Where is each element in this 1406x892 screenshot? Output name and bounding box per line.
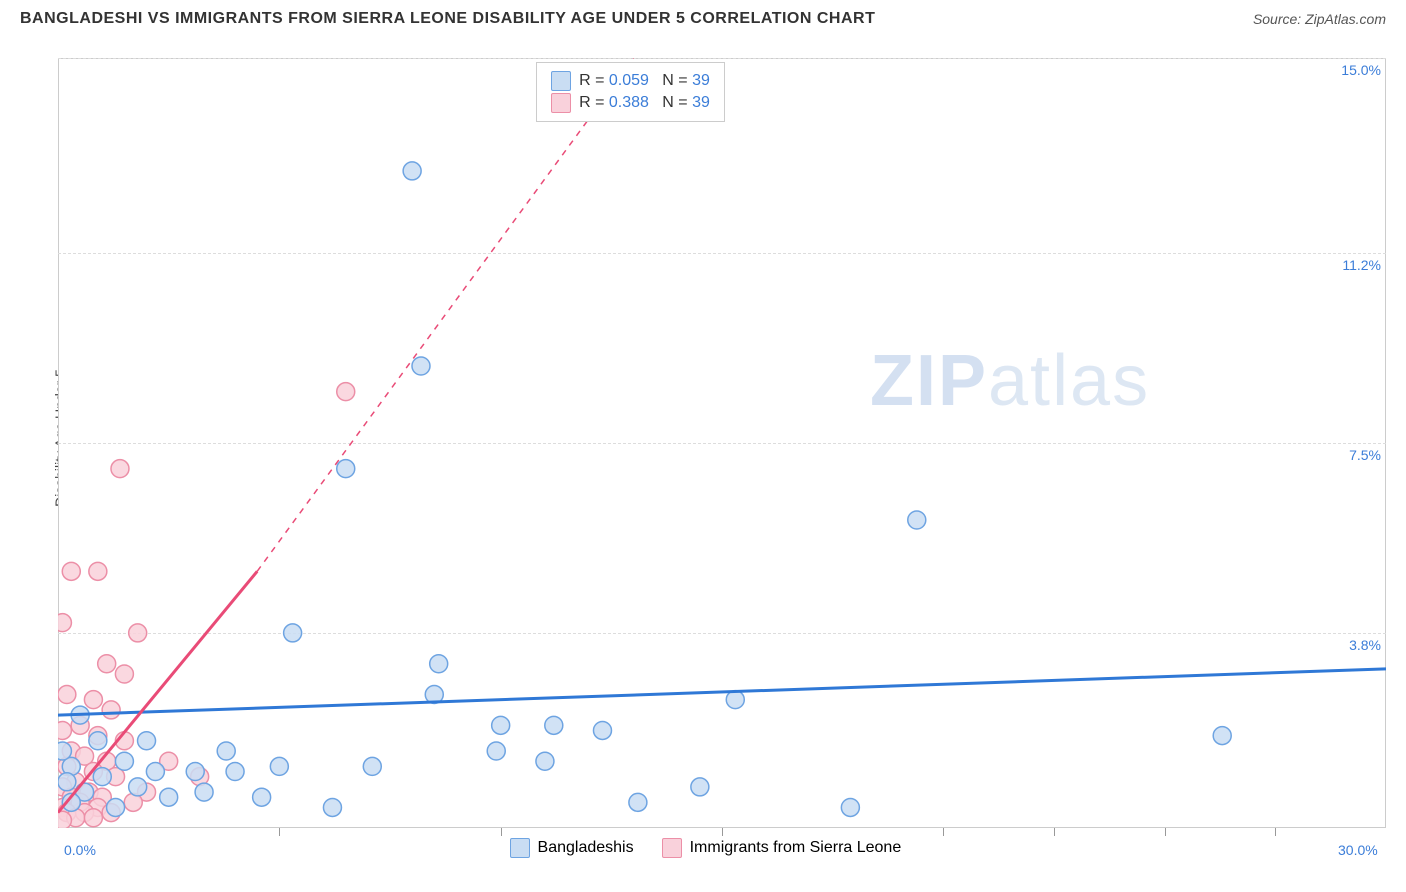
scatter-point xyxy=(487,742,505,760)
scatter-point xyxy=(115,665,133,683)
scatter-point xyxy=(226,763,244,781)
stats-text: R = 0.388 N = 39 xyxy=(579,94,710,112)
x-tick-label: 30.0% xyxy=(1338,842,1378,858)
x-minor-tick xyxy=(1054,828,1055,836)
scatter-point xyxy=(337,383,355,401)
scatter-point xyxy=(284,624,302,642)
scatter-point xyxy=(102,701,120,719)
scatter-point xyxy=(115,752,133,770)
legend-swatch xyxy=(551,71,571,91)
stats-row: R = 0.388 N = 39 xyxy=(551,93,710,113)
scatter-point xyxy=(53,742,71,760)
x-minor-tick xyxy=(1165,828,1166,836)
correlation-stats-box: R = 0.059 N = 39 R = 0.388 N = 39 xyxy=(536,62,725,122)
trend-line xyxy=(58,669,1386,715)
scatter-point xyxy=(629,793,647,811)
scatter-point xyxy=(53,614,71,632)
scatter-point xyxy=(129,624,147,642)
x-minor-tick xyxy=(722,828,723,836)
scatter-point xyxy=(129,778,147,796)
scatter-point xyxy=(253,788,271,806)
scatter-point xyxy=(908,511,926,529)
scatter-point xyxy=(58,773,76,791)
x-tick-label: 0.0% xyxy=(64,842,96,858)
scatter-point xyxy=(492,716,510,734)
scatter-point xyxy=(841,798,859,816)
x-minor-tick xyxy=(943,828,944,836)
legend-label: Bangladeshis xyxy=(538,839,634,857)
scatter-point xyxy=(593,721,611,739)
scatter-point xyxy=(430,655,448,673)
scatter-point xyxy=(186,763,204,781)
title-bar: BANGLADESHI VS IMMIGRANTS FROM SIERRA LE… xyxy=(0,0,1406,34)
scatter-point xyxy=(107,798,125,816)
scatter-point xyxy=(270,757,288,775)
legend-label: Immigrants from Sierra Leone xyxy=(690,839,902,857)
scatter-point xyxy=(536,752,554,770)
scatter-point xyxy=(53,721,71,739)
scatter-point xyxy=(363,757,381,775)
x-minor-tick xyxy=(279,828,280,836)
scatter-point xyxy=(62,562,80,580)
scatter-point xyxy=(545,716,563,734)
scatter-point xyxy=(337,460,355,478)
scatter-point xyxy=(160,788,178,806)
scatter-plot-svg xyxy=(58,58,1386,828)
scatter-point xyxy=(111,460,129,478)
scatter-point xyxy=(403,162,421,180)
scatter-point xyxy=(89,562,107,580)
legend: Bangladeshis Immigrants from Sierra Leone xyxy=(510,838,902,858)
source-attribution: Source: ZipAtlas.com xyxy=(1253,11,1386,27)
scatter-point xyxy=(58,686,76,704)
legend-item: Bangladeshis xyxy=(510,838,634,858)
x-minor-tick xyxy=(1275,828,1276,836)
scatter-point xyxy=(93,768,111,786)
scatter-point xyxy=(138,732,156,750)
scatter-point xyxy=(53,811,71,829)
scatter-point xyxy=(146,763,164,781)
x-minor-tick xyxy=(501,828,502,836)
scatter-point xyxy=(691,778,709,796)
scatter-point xyxy=(726,691,744,709)
trend-line-dashed xyxy=(257,58,633,571)
scatter-point xyxy=(89,732,107,750)
scatter-point xyxy=(1213,727,1231,745)
legend-swatch xyxy=(551,93,571,113)
scatter-point xyxy=(98,655,116,673)
scatter-point xyxy=(323,798,341,816)
legend-swatch xyxy=(662,838,682,858)
stats-text: R = 0.059 N = 39 xyxy=(579,72,710,90)
scatter-point xyxy=(84,809,102,827)
scatter-point xyxy=(84,691,102,709)
scatter-point xyxy=(412,357,430,375)
chart-title: BANGLADESHI VS IMMIGRANTS FROM SIERRA LE… xyxy=(20,10,875,28)
legend-swatch xyxy=(510,838,530,858)
legend-item: Immigrants from Sierra Leone xyxy=(662,838,902,858)
scatter-point xyxy=(217,742,235,760)
scatter-point xyxy=(195,783,213,801)
stats-row: R = 0.059 N = 39 xyxy=(551,71,710,91)
